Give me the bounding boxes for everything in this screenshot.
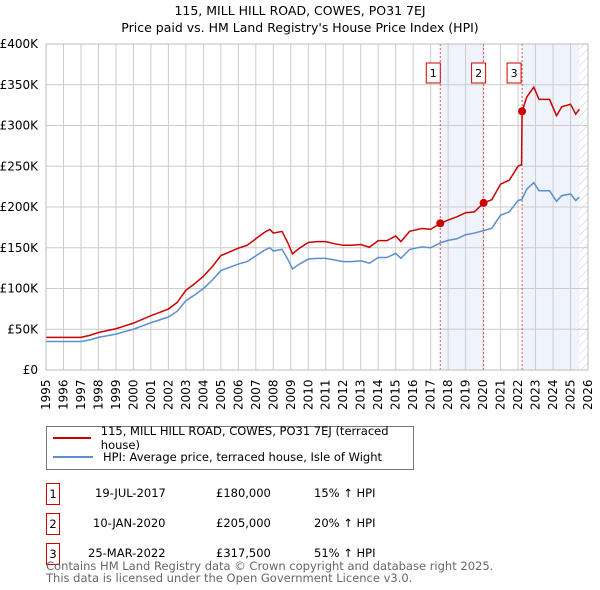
x-tick-label: 2001 (144, 379, 158, 410)
legend-item-property: 115, MILL HILL ROAD, COWES, PO31 7EJ (te… (53, 424, 413, 452)
x-tick-label: 2005 (214, 379, 228, 410)
x-tick-label: 2022 (511, 379, 525, 410)
x-tick-label: 2023 (529, 379, 543, 410)
footer-copyright: Contains HM Land Registry data © Crown c… (46, 559, 494, 573)
marker-badge: 1 (46, 483, 60, 505)
marker-badge: 3 (46, 543, 60, 565)
x-tick-label: 2019 (459, 379, 473, 410)
sale-badge (471, 62, 487, 84)
x-tick-label: 1999 (109, 379, 123, 410)
plot-border (45, 43, 589, 371)
x-tick-label: 1995 (39, 379, 53, 410)
legend: 115, MILL HILL ROAD, COWES, PO31 7EJ (te… (46, 424, 414, 470)
marker-badge: 2 (46, 513, 60, 535)
y-tick-label: £200K (0, 200, 39, 214)
legend-label: 115, MILL HILL ROAD, COWES, PO31 7EJ (te… (100, 424, 389, 452)
x-tick-label: 2007 (249, 379, 263, 410)
y-tick-label: £250K (0, 159, 39, 173)
transaction-row: 2 10-JAN-2020 £205,000 20% ↑ HPI (46, 513, 546, 535)
x-tick-label: 1996 (56, 379, 70, 410)
sale-badge-label: 3 (511, 67, 518, 80)
sale-price: £317,500 (216, 546, 271, 560)
x-tick-label: 2025 (564, 379, 578, 410)
transaction-row: 1 19-JUL-2017 £180,000 15% ↑ HPI (46, 483, 546, 505)
sale-point (436, 219, 445, 228)
x-tick-label: 2008 (266, 379, 280, 410)
legend-swatch-blue (53, 456, 93, 458)
x-tick-label: 2002 (161, 379, 175, 410)
x-tick-label: 2024 (546, 379, 560, 410)
transaction-row: 3 25-MAR-2022 £317,500 51% ↑ HPI (46, 543, 546, 565)
x-tick-label: 2000 (126, 379, 140, 410)
hpi-delta: 20% ↑ HPI (314, 516, 376, 530)
y-tick-label: £0 (23, 363, 38, 377)
x-tick-label: 2003 (179, 379, 193, 410)
x-tick-label: 2011 (319, 379, 333, 410)
x-tick-label: 2017 (424, 379, 438, 410)
legend-swatch-red (53, 437, 91, 439)
y-tick-label: £350K (0, 78, 39, 92)
x-tick-label: 2020 (476, 379, 490, 410)
x-tick-label: 2013 (354, 379, 368, 410)
sale-price: £180,000 (216, 486, 271, 500)
sale-badge (506, 62, 522, 84)
plot-area: 1995 1996 1997 1998 1999 2000 2001 2002 2003 2004… (0, 37, 595, 410)
x-tick-label: 2012 (336, 379, 350, 410)
x-tick-label: 2006 (231, 379, 245, 410)
hpi-delta: 15% ↑ HPI (314, 486, 376, 500)
x-tick-label: 1998 (91, 379, 105, 410)
sale-date: 19-JUL-2017 (95, 486, 166, 500)
sale-date: 10-JAN-2020 (93, 516, 166, 530)
y-tick-label: £150K (0, 241, 39, 255)
sale-badge-label: 2 (475, 67, 482, 80)
sale-badge (425, 62, 441, 84)
footer-licence: This data is licensed under the Open Gov… (46, 571, 413, 585)
x-tick-label: 2010 (301, 379, 315, 410)
x-tick-label: 1997 (74, 379, 88, 410)
legend-item-hpi: HPI: Average price, terraced house, Isle… (53, 448, 382, 466)
x-tick-label: 2009 (284, 379, 298, 410)
x-tick-label: 2014 (371, 379, 385, 410)
x-tick-label: 2021 (494, 379, 508, 410)
hpi-delta: 51% ↑ HPI (314, 546, 376, 560)
y-tick-label: £100K (0, 282, 39, 296)
y-tick-label: £400K (0, 37, 39, 51)
sale-date: 25-MAR-2022 (88, 546, 166, 560)
x-tick-label: 2018 (441, 379, 455, 410)
sale-badge-label: 1 (430, 67, 437, 80)
x-tick-label: 2015 (389, 379, 403, 410)
sale-price: £205,000 (216, 516, 271, 530)
x-tick-label: 2026 (581, 379, 595, 410)
property-price-line (46, 85, 580, 339)
sale-point (479, 198, 488, 207)
y-tick-label: £50K (7, 322, 39, 336)
chart-subtitle: Price paid vs. HM Land Registry's House … (121, 20, 479, 35)
sale-point (518, 107, 527, 116)
y-tick-label: £300K (0, 119, 39, 133)
hpi-line (46, 181, 580, 343)
x-tick-label: 2004 (196, 379, 210, 410)
chart-title: 115, MILL HILL ROAD, COWES, PO31 7EJ (174, 3, 426, 18)
x-tick-label: 2016 (406, 379, 420, 410)
legend-label: HPI: Average price, terraced house, Isle… (103, 450, 383, 464)
